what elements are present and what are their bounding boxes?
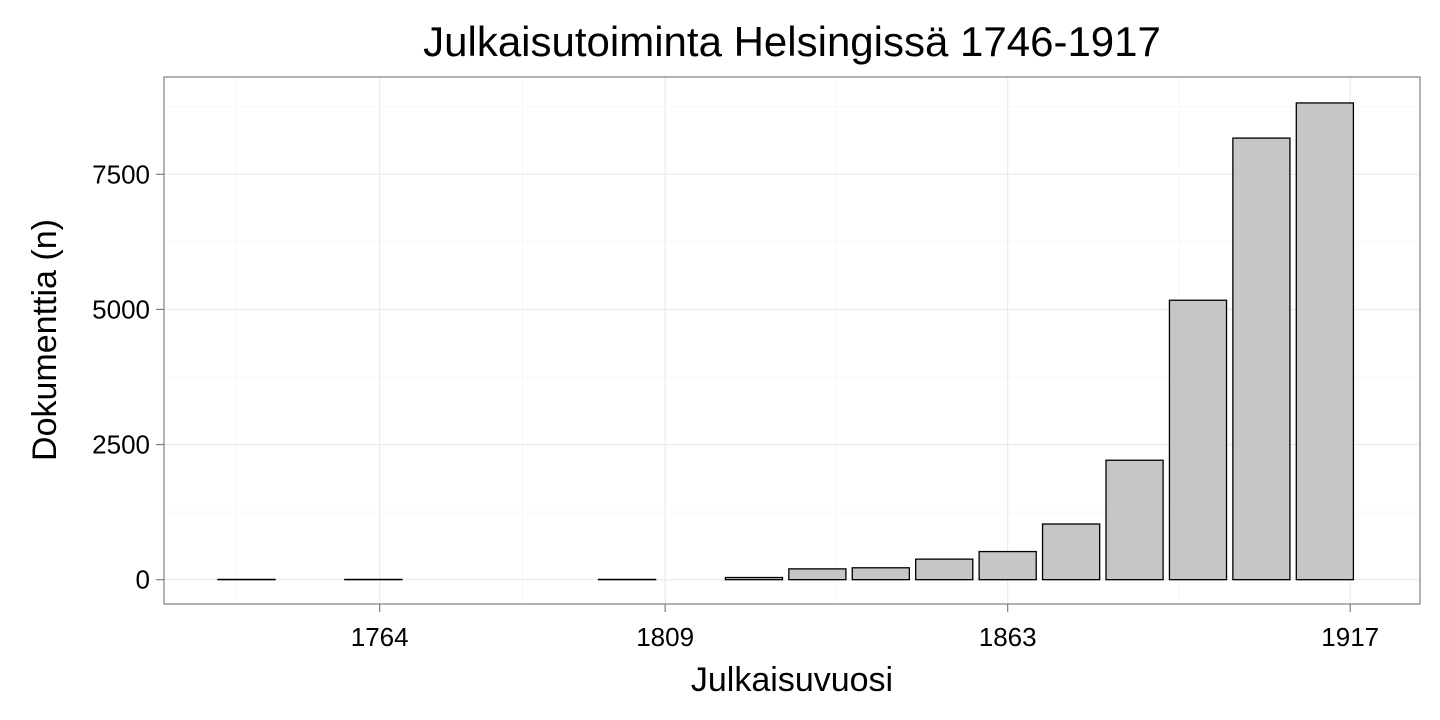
bar	[915, 558, 974, 581]
y-axis: 0 2500 5000 7500	[92, 159, 164, 595]
x-tick-label: 1764	[351, 622, 409, 652]
bar	[1232, 137, 1291, 581]
grid	[164, 77, 1420, 604]
bar	[788, 568, 847, 581]
bar	[1295, 102, 1355, 581]
y-tick-label: 7500	[92, 159, 150, 189]
y-tick-label: 0	[136, 565, 150, 595]
x-tick-label: 1809	[636, 622, 694, 652]
bar	[851, 567, 911, 581]
x-tick-label: 1917	[1321, 622, 1379, 652]
y-tick-label: 5000	[92, 294, 150, 324]
bar	[978, 550, 1037, 581]
x-tick-label: 1863	[979, 622, 1037, 652]
y-axis-title: Dokumenttia (n)	[26, 219, 64, 461]
bar	[1041, 523, 1101, 581]
bar	[724, 576, 784, 581]
x-axis-title: Julkaisuvuosi	[691, 661, 893, 699]
x-axis: 1764 1809 1863 1917	[351, 604, 1379, 652]
bar	[1168, 299, 1228, 581]
bars	[217, 102, 1355, 581]
y-tick-label: 2500	[92, 430, 150, 460]
plot-panel-border	[163, 76, 1421, 605]
bar	[1105, 459, 1164, 581]
chart-title: Julkaisutoiminta Helsingissä 1746-1917	[423, 18, 1161, 65]
